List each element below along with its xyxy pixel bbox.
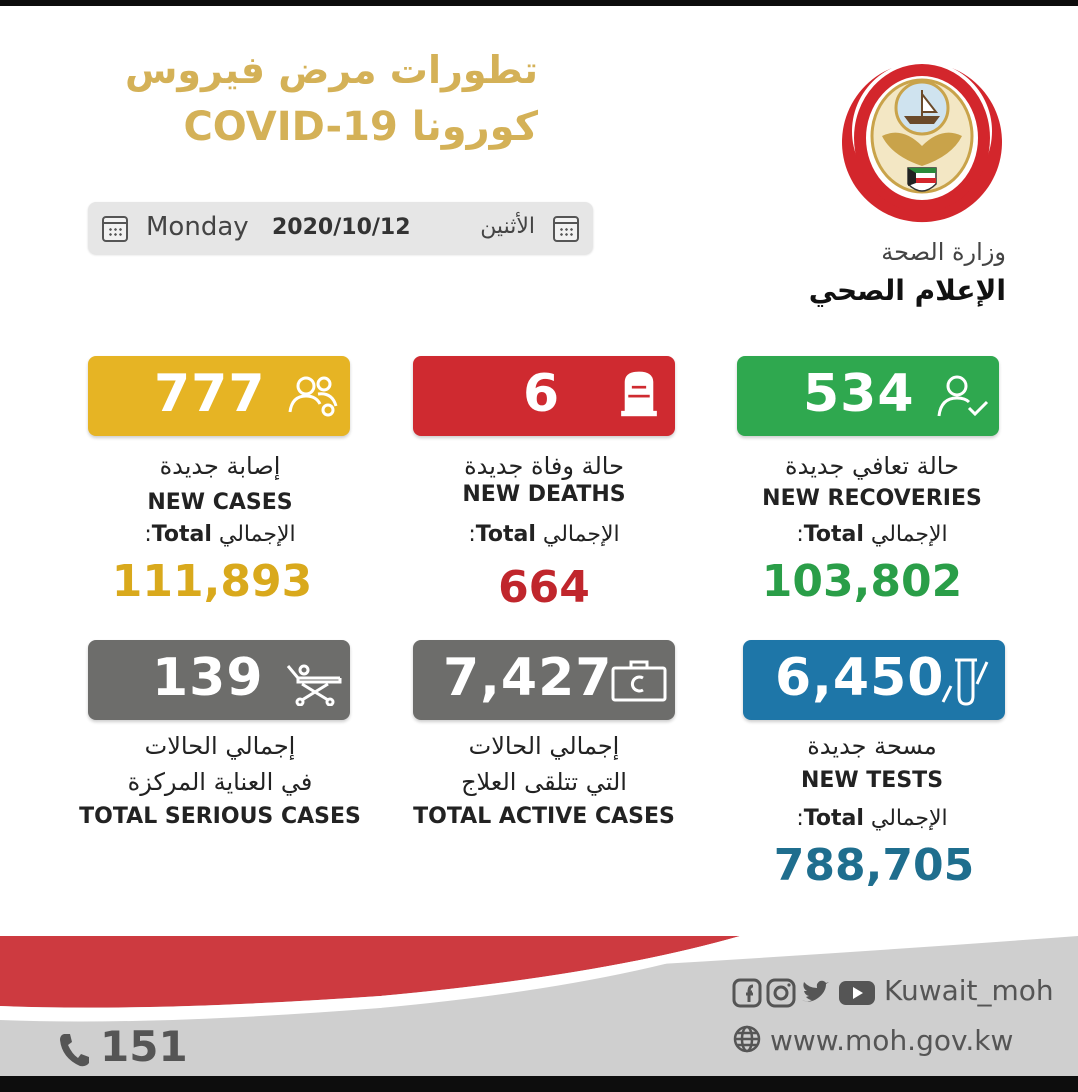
new-cases-total-label: الإجمالي Total: [144,522,296,547]
new-recoveries-label-ar: حالة تعافي جديدة [785,452,959,480]
serious-cases-box: 139 [88,640,350,720]
new-recoveries-label-en: NEW RECOVERIES [762,486,982,511]
instagram-icon [766,978,796,1008]
new-deaths-box: 6 [413,356,675,436]
new-tests-label-en: NEW TESTS [800,768,944,793]
website-link[interactable]: www.moh.gov.kw [770,1024,1014,1057]
youtube-icon [839,981,875,1005]
people-virus-icon [288,376,338,417]
twitter-icon [802,980,829,1002]
new-deaths-total-label: الإجمالي Total: [468,522,620,547]
new-tests-total-label: الإجمالي Total: [796,806,948,831]
social-handle: Kuwait_moh [884,974,1054,1007]
new-deaths-total-value: 664 [498,562,590,613]
active-cases-label-ar-2: التي تتلقى العلاج [461,768,627,796]
new-cases-value: 777 [154,364,266,424]
serious-cases-value: 139 [152,648,264,708]
facebook-icon [732,978,762,1008]
test-tube-icon [941,658,989,706]
new-deaths-value: 6 [523,364,561,424]
hotline-number[interactable]: 151 [100,1022,188,1071]
footer-wave [0,936,1078,1076]
globe-icon [733,1025,761,1053]
new-cases-total-value: 111,893 [111,556,313,607]
new-recoveries-total-value: 103,802 [761,556,963,607]
new-recoveries-total-label: الإجمالي Total: [796,522,948,547]
date-value: 2020/10/12 [272,215,411,240]
active-cases-label-en: TOTAL ACTIVE CASES [413,804,675,829]
new-deaths-label-ar: حالة وفاة جديدة [464,452,624,480]
ministry-emblem-icon [842,64,1002,223]
new-cases-box: 777 [88,356,350,436]
day-arabic: الأثنين [480,214,535,239]
active-cases-box: 7,427 [413,640,675,720]
day-english: Monday [146,212,249,242]
title-line-2: كورونا COVID-19 [183,104,538,150]
title-line-1: تطورات مرض فيروس [124,48,538,92]
stretcher-icon [286,664,342,706]
new-tests-label-ar: مسحة جديدة [807,732,937,760]
phone-icon [60,1034,89,1067]
new-recoveries-box: 534 [737,356,999,436]
calendar-icon [102,216,128,242]
serious-cases-label-en: TOTAL SERIOUS CASES [79,804,361,829]
new-tests-total-value: 788,705 [773,840,975,891]
infographic-card: تطورات مرض فيروس كورونا COVID-19 Monday … [0,6,1078,1076]
new-cases-label-ar: إصابة جديدة [159,452,281,480]
serious-cases-label-ar-1: إجمالي الحالات [144,732,296,760]
person-check-icon [937,375,989,417]
date-bar: Monday 2020/10/12 الأثنين [88,202,593,254]
active-cases-value: 7,427 [443,648,613,708]
ministry-name: وزارة الصحة [881,238,1006,266]
medical-case-icon [611,660,667,702]
new-deaths-label-en: NEW DEATHS [462,482,626,507]
serious-cases-label-ar-2: في العناية المركزة [127,768,313,796]
ministry-department: الإعلام الصحي [808,274,1006,307]
new-cases-label-en: NEW CASES [147,490,293,515]
active-cases-label-ar-1: إجمالي الحالات [468,732,620,760]
gravestone-icon [621,371,657,417]
new-tests-box: 6,450 [743,640,1005,720]
new-tests-value: 6,450 [775,648,945,708]
calendar-icon [553,216,579,242]
new-recoveries-value: 534 [803,364,915,424]
